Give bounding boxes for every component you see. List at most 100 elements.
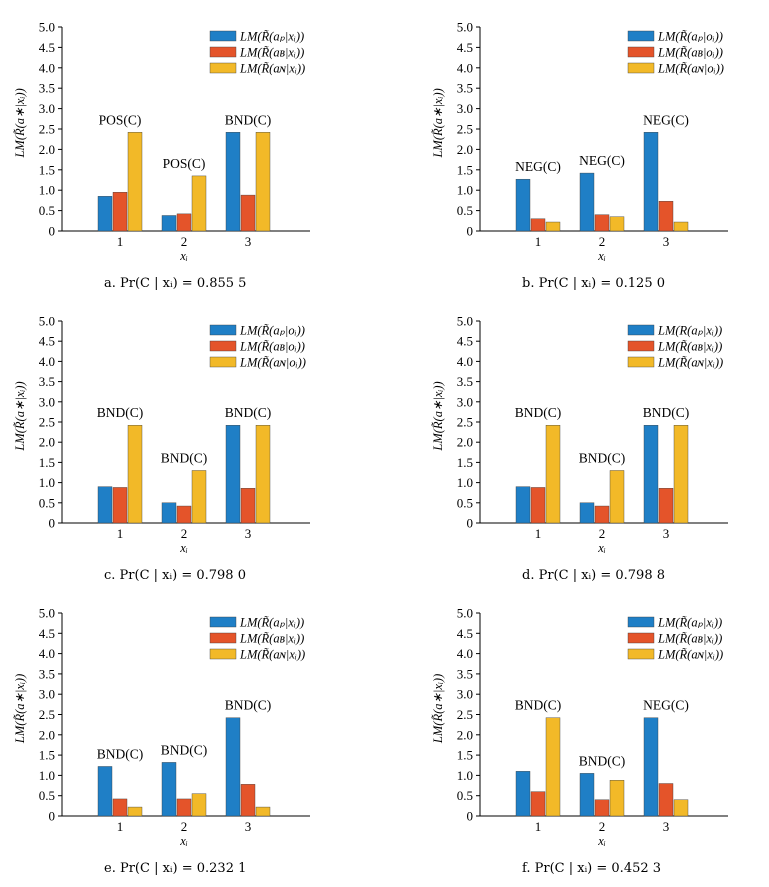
legend-swatch <box>627 30 655 42</box>
legend-swatch <box>209 340 237 352</box>
y-tick-label: 0.5 <box>457 203 473 218</box>
legend-swatch <box>209 648 237 660</box>
y-tick-label: 2.5 <box>457 707 473 722</box>
y-tick-label: 4.0 <box>457 646 473 661</box>
legend-label: LM(R̃(aɴ|xᵢ)) <box>657 647 723 661</box>
x-tick-label: 2 <box>181 819 188 834</box>
x-axis-label: xᵢ <box>597 834 606 848</box>
bar-p-x3 <box>643 132 659 232</box>
y-tick-label: 5.0 <box>39 314 55 329</box>
chart-caption: f. Pr(C | xᵢ) = 0.452 3 <box>522 861 661 876</box>
y-tick-label: 2.5 <box>457 415 473 430</box>
bar-p-x3 <box>225 717 241 817</box>
bar-p-x2 <box>579 172 595 232</box>
bar-b-x2 <box>176 798 192 817</box>
bar-n-x3 <box>255 132 271 232</box>
y-tick-label: 3.0 <box>39 687 55 702</box>
y-tick-label: 1.5 <box>39 162 55 177</box>
y-tick-label: 2.0 <box>457 435 473 450</box>
y-tick-label: 0 <box>49 516 56 531</box>
bar-n-x1 <box>127 806 143 817</box>
bar-p-x2 <box>161 762 177 817</box>
bar-n-x3 <box>673 799 689 817</box>
legend-label: LM(R̃(aₚ|xᵢ)) <box>657 615 722 629</box>
y-tick-label: 0.5 <box>39 203 55 218</box>
chart-caption: e. Pr(C | xᵢ) = 0.232 1 <box>104 861 246 876</box>
y-tick-label: 2.0 <box>457 727 473 742</box>
x-tick-label: 3 <box>663 819 670 834</box>
legend-label: LM(R̃(aɴ|oᵢ)) <box>239 355 306 369</box>
bar-b-x2 <box>594 799 610 817</box>
y-tick-label: 4.5 <box>39 626 55 641</box>
y-tick-label: 4.5 <box>457 626 473 641</box>
region-label: BND(C) <box>97 746 144 761</box>
x-tick-label: 1 <box>117 234 124 249</box>
bar-n-x1 <box>545 717 561 817</box>
y-tick-label: 1.0 <box>39 475 55 490</box>
y-tick-label: 3.0 <box>457 101 473 116</box>
bar-n-x3 <box>673 425 689 524</box>
y-axis-label: LM(R̃(a∗|xᵢ)) <box>13 381 27 451</box>
chart-panel-f: 0 0.5 1.0 1.5 2.0 2.5 3.0 3.5 4.0 4.5 5.0 LM(R̃(a∗|… <box>431 606 728 876</box>
legend-swatch <box>209 356 237 368</box>
region-label: POS(C) <box>99 112 142 127</box>
chart-panel-c: 0 0.5 1.0 1.5 2.0 2.5 3.0 3.5 4.0 4.5 5.0 LM(R̃(a∗|… <box>13 314 310 583</box>
bar-p-x1 <box>515 486 531 524</box>
y-tick-label: 4.5 <box>39 334 55 349</box>
region-label: BND(C) <box>515 698 562 713</box>
chart-panel-d: 0 0.5 1.0 1.5 2.0 2.5 3.0 3.5 4.0 4.5 5.0 LM(R̃(a∗|… <box>431 314 728 583</box>
region-label: BND(C) <box>225 698 272 713</box>
y-tick-label: 3.0 <box>39 101 55 116</box>
y-axis-label: LM(R̃(a∗|xᵢ)) <box>13 674 27 744</box>
y-tick-label: 4.0 <box>39 354 55 369</box>
bar-b-x1 <box>530 791 546 817</box>
x-tick-label: 2 <box>599 526 606 541</box>
y-tick-label: 3.5 <box>457 666 473 681</box>
bar-b-x3 <box>240 488 256 524</box>
region-label: NEG(C) <box>579 153 625 168</box>
bar-b-x2 <box>594 505 610 524</box>
region-label: BND(C) <box>643 405 690 420</box>
y-tick-label: 1.5 <box>39 748 55 763</box>
bar-n-x2 <box>191 175 207 232</box>
legend-swatch <box>627 46 655 58</box>
chart-caption: a. Pr(C | xᵢ) = 0.855 5 <box>104 276 246 291</box>
y-tick-label: 3.5 <box>39 81 55 96</box>
y-tick-label: 0.5 <box>39 788 55 803</box>
y-tick-label: 1.5 <box>457 748 473 763</box>
y-tick-label: 0.5 <box>457 495 473 510</box>
legend-swatch <box>627 648 655 660</box>
y-tick-label: 1.0 <box>39 183 55 198</box>
bar-b-x1 <box>112 487 128 524</box>
y-tick-label: 2.5 <box>457 122 473 137</box>
y-tick-label: 4.0 <box>457 60 473 75</box>
y-tick-label: 0 <box>467 809 474 824</box>
bar-p-x2 <box>161 502 177 524</box>
x-tick-label: 2 <box>181 526 188 541</box>
bar-n-x2 <box>609 470 625 524</box>
chart-caption: b. Pr(C | xᵢ) = 0.125 0 <box>522 276 665 291</box>
bar-b-x3 <box>658 783 674 817</box>
legend-label: LM(R̃(aʙ|oᵢ)) <box>657 45 723 59</box>
bar-b-x2 <box>176 213 192 232</box>
bar-b-x3 <box>658 488 674 524</box>
bar-p-x3 <box>643 717 659 817</box>
bar-p-x1 <box>97 766 113 817</box>
bar-p-x1 <box>515 771 531 817</box>
bar-n-x2 <box>609 216 625 232</box>
bar-p-x2 <box>579 773 595 817</box>
y-tick-label: 5.0 <box>39 606 55 621</box>
region-label: BND(C) <box>579 753 626 768</box>
y-tick-label: 1.5 <box>457 162 473 177</box>
y-tick-label: 1.5 <box>457 455 473 470</box>
y-tick-label: 0 <box>467 224 474 239</box>
legend-label: LM(R̃(aₚ|xᵢ)) <box>239 615 304 629</box>
y-tick-label: 1.0 <box>457 768 473 783</box>
legend-label: LM(R̃(aₚ|xᵢ)) <box>239 29 304 43</box>
bar-b-x1 <box>112 798 128 817</box>
bar-n-x2 <box>191 470 207 524</box>
bar-b-x3 <box>658 201 674 232</box>
legend-swatch <box>627 616 655 628</box>
region-label: BND(C) <box>225 405 272 420</box>
